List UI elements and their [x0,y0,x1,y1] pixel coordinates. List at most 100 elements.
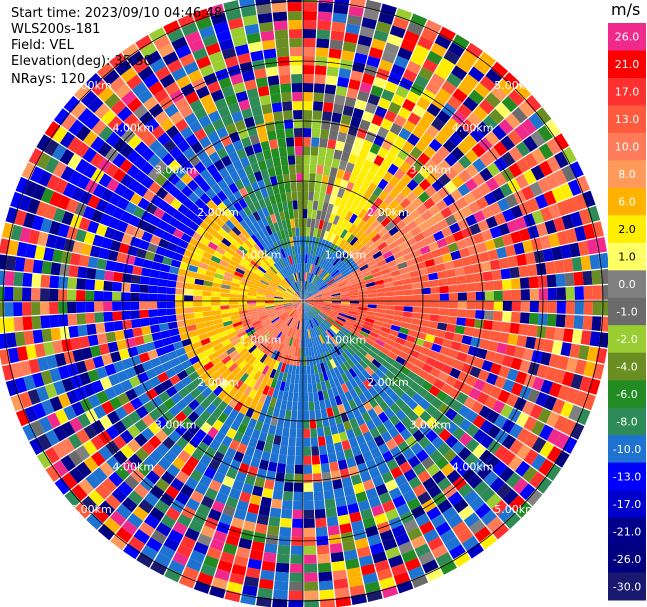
velocity-gate [286,276,292,285]
velocity-gate [323,331,331,341]
velocity-gate [502,379,515,393]
velocity-gate [52,460,69,477]
velocity-gate [413,417,426,430]
velocity-gate [34,343,46,358]
velocity-gate [322,202,329,212]
velocity-gate [229,301,239,305]
velocity-gate [371,358,382,369]
velocity-gate [271,443,281,455]
velocity-gate [424,19,442,34]
colorbar-band [608,572,646,601]
velocity-gate [292,509,303,519]
velocity-gate [417,470,432,484]
velocity-gate [153,339,165,349]
velocity-gate [479,533,497,550]
velocity-gate [247,558,262,570]
velocity-gate [548,232,560,248]
velocity-gate [328,339,336,348]
velocity-gate [510,278,521,290]
velocity-gate [425,81,441,95]
velocity-gate [229,334,239,343]
velocity-gate [294,293,302,300]
velocity-gate [449,367,461,379]
velocity-gate [374,223,385,234]
velocity-gate [250,162,261,174]
velocity-gate [553,369,566,384]
velocity-gate [445,421,459,435]
velocity-gate [304,292,311,300]
velocity-gate [280,281,289,289]
velocity-gate [150,58,166,73]
velocity-gate [433,230,445,242]
velocity-gate [304,296,314,301]
velocity-gate [414,543,431,558]
velocity-gate [199,181,211,193]
velocity-gate [303,302,307,312]
velocity-gate [294,137,303,147]
velocity-gate [457,292,467,301]
velocity-gate [136,344,147,355]
velocity-gate [274,302,284,304]
velocity-gate [425,172,438,185]
velocity-gate [363,321,374,328]
velocity-gate [126,74,143,90]
velocity-gate [393,342,404,351]
velocity-gate [304,281,306,291]
velocity-gate [509,423,523,439]
velocity-gate [221,255,231,264]
velocity-gate [445,268,456,278]
velocity-gate [292,236,297,246]
velocity-gate [298,290,303,300]
velocity-gate [13,302,23,317]
velocity-gate [289,264,294,274]
velocity-gate [303,128,312,138]
velocity-gate [205,347,216,356]
velocity-gate [293,356,298,366]
velocity-gate [262,149,272,160]
velocity-gate [229,215,240,226]
velocity-gate [186,270,197,279]
velocity-gate [481,261,492,272]
velocity-gate [535,107,552,125]
velocity-gate [74,386,88,401]
velocity-gate [225,8,242,21]
velocity-gate [369,143,381,155]
velocity-gate [61,211,74,226]
velocity-gate [271,264,279,273]
velocity-gate [219,513,233,526]
velocity-gate [103,517,121,534]
velocity-gate [430,286,440,294]
velocity-gate [201,204,213,216]
velocity-gate [153,227,165,238]
velocity-gate [228,408,239,420]
velocity-gate [267,525,280,536]
velocity-gate [466,301,476,310]
velocity-gate [231,239,242,249]
velocity-gate [256,298,265,301]
velocity-gate [222,275,233,282]
velocity-gate [331,560,346,572]
velocity-gate [230,314,241,321]
velocity-gate [566,357,578,373]
velocity-gate [308,236,313,246]
velocity-gate [385,305,395,311]
velocity-gate [430,73,446,88]
velocity-gate [332,357,340,367]
velocity-gate [472,158,487,173]
velocity-gate [130,310,140,320]
velocity-gate [303,419,310,429]
velocity-gate [239,372,249,383]
velocity-gate [349,303,359,307]
velocity-gate [310,308,318,316]
velocity-gate [376,292,386,297]
velocity-gate [175,436,189,450]
velocity-gate [244,239,254,249]
velocity-gate [368,496,382,508]
velocity-gate [10,224,23,241]
velocity-gate [10,394,24,412]
velocity-gate [307,200,314,210]
velocity-gate [84,358,96,372]
velocity-gate [312,110,323,120]
velocity-gate [81,347,93,360]
velocity-gate [543,190,557,206]
